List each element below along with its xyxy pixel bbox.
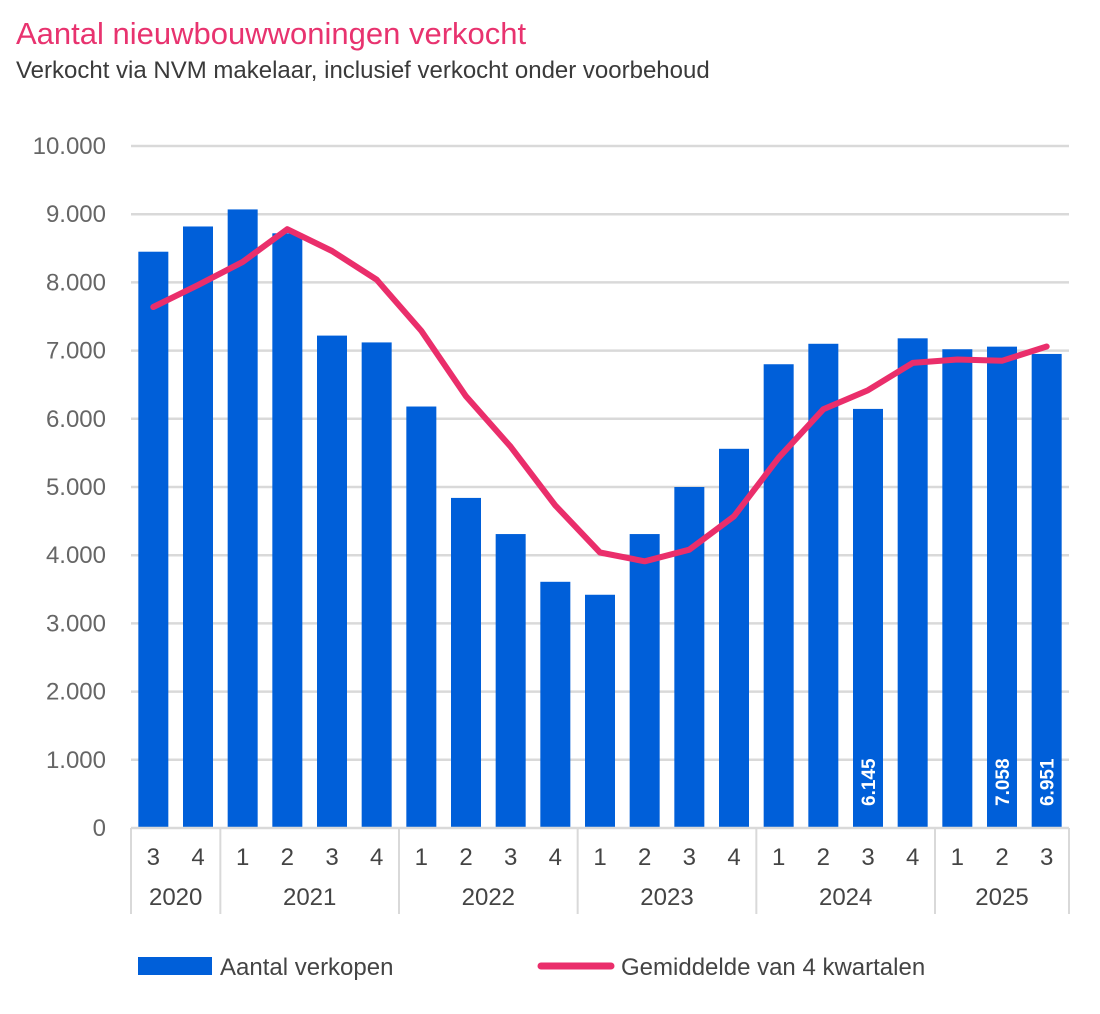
- bar: [897, 338, 928, 828]
- y-tick-label: 3.000: [46, 610, 106, 637]
- y-tick-label: 0: [93, 815, 106, 842]
- x-quarter-label: 4: [906, 844, 919, 871]
- data-label: 6.145: [859, 758, 880, 806]
- y-tick-label: 7.000: [46, 338, 106, 365]
- bar: [138, 251, 169, 828]
- x-quarter-label: 3: [1040, 844, 1053, 871]
- legend-swatch-bars: [138, 957, 212, 975]
- bar: [853, 408, 883, 828]
- x-year-label: 2020: [149, 884, 202, 911]
- data-label: 6.951: [1038, 758, 1059, 806]
- y-tick-label: 1.000: [46, 747, 106, 774]
- x-year-label: 2023: [640, 884, 693, 911]
- bar: [763, 364, 794, 828]
- x-quarter-label: 2: [281, 844, 294, 871]
- x-year-label: 2025: [975, 884, 1028, 911]
- x-quarter-label: 3: [504, 844, 517, 871]
- x-year-label: 2022: [462, 884, 515, 911]
- x-quarter-label: 4: [727, 844, 740, 871]
- bar: [451, 497, 481, 828]
- bar: [227, 209, 258, 828]
- bar: [1031, 353, 1062, 828]
- bar: [585, 594, 615, 828]
- x-year-label: 2021: [283, 884, 336, 911]
- bar: [629, 534, 660, 828]
- y-tick-label: 9.000: [46, 201, 106, 228]
- y-tick-label: 5.000: [46, 474, 106, 501]
- chart-title: Aantal nieuwbouwwoningen verkocht: [16, 16, 527, 51]
- x-year-label: 2024: [819, 884, 872, 911]
- x-quarter-label: 2: [817, 844, 830, 871]
- y-tick-label: 4.000: [46, 542, 106, 569]
- chart-subtitle: Verkocht via NVM makelaar, inclusief ver…: [16, 57, 710, 84]
- x-quarter-label: 3: [683, 844, 696, 871]
- x-quarter-label: 2: [459, 844, 472, 871]
- x-quarter-label: 2: [638, 844, 651, 871]
- x-quarter-label: 4: [549, 844, 562, 871]
- bar: [495, 534, 526, 828]
- bar: [317, 335, 347, 828]
- bar: [406, 406, 437, 828]
- bar: [183, 226, 213, 828]
- y-tick-label: 6.000: [46, 406, 106, 433]
- x-quarter-label: 4: [370, 844, 383, 871]
- average-line: [150, 226, 1050, 565]
- bar: [942, 349, 973, 828]
- x-quarter-label: 1: [415, 844, 428, 871]
- y-tick-label: 8.000: [46, 269, 106, 296]
- x-quarter-label: 2: [995, 844, 1008, 871]
- x-quarter-label: 3: [325, 844, 338, 871]
- x-quarter-label: 4: [191, 844, 204, 871]
- x-quarter-label: 1: [951, 844, 964, 871]
- x-quarter-label: 1: [593, 844, 606, 871]
- bar: [540, 581, 571, 828]
- data-label: 7.058: [993, 758, 1014, 806]
- x-quarter-label: 1: [772, 844, 785, 871]
- bar: [361, 342, 392, 828]
- legend-label-bars: Aantal verkopen: [220, 954, 393, 981]
- x-quarter-label: 1: [236, 844, 249, 871]
- bar: [987, 346, 1017, 828]
- bar: [272, 233, 303, 828]
- y-tick-label: 10.000: [33, 133, 106, 160]
- x-quarter-label: 3: [147, 844, 160, 871]
- legend-label-line: Gemiddelde van 4 kwartalen: [621, 954, 925, 981]
- y-tick-label: 2.000: [46, 679, 106, 706]
- x-quarter-label: 3: [861, 844, 874, 871]
